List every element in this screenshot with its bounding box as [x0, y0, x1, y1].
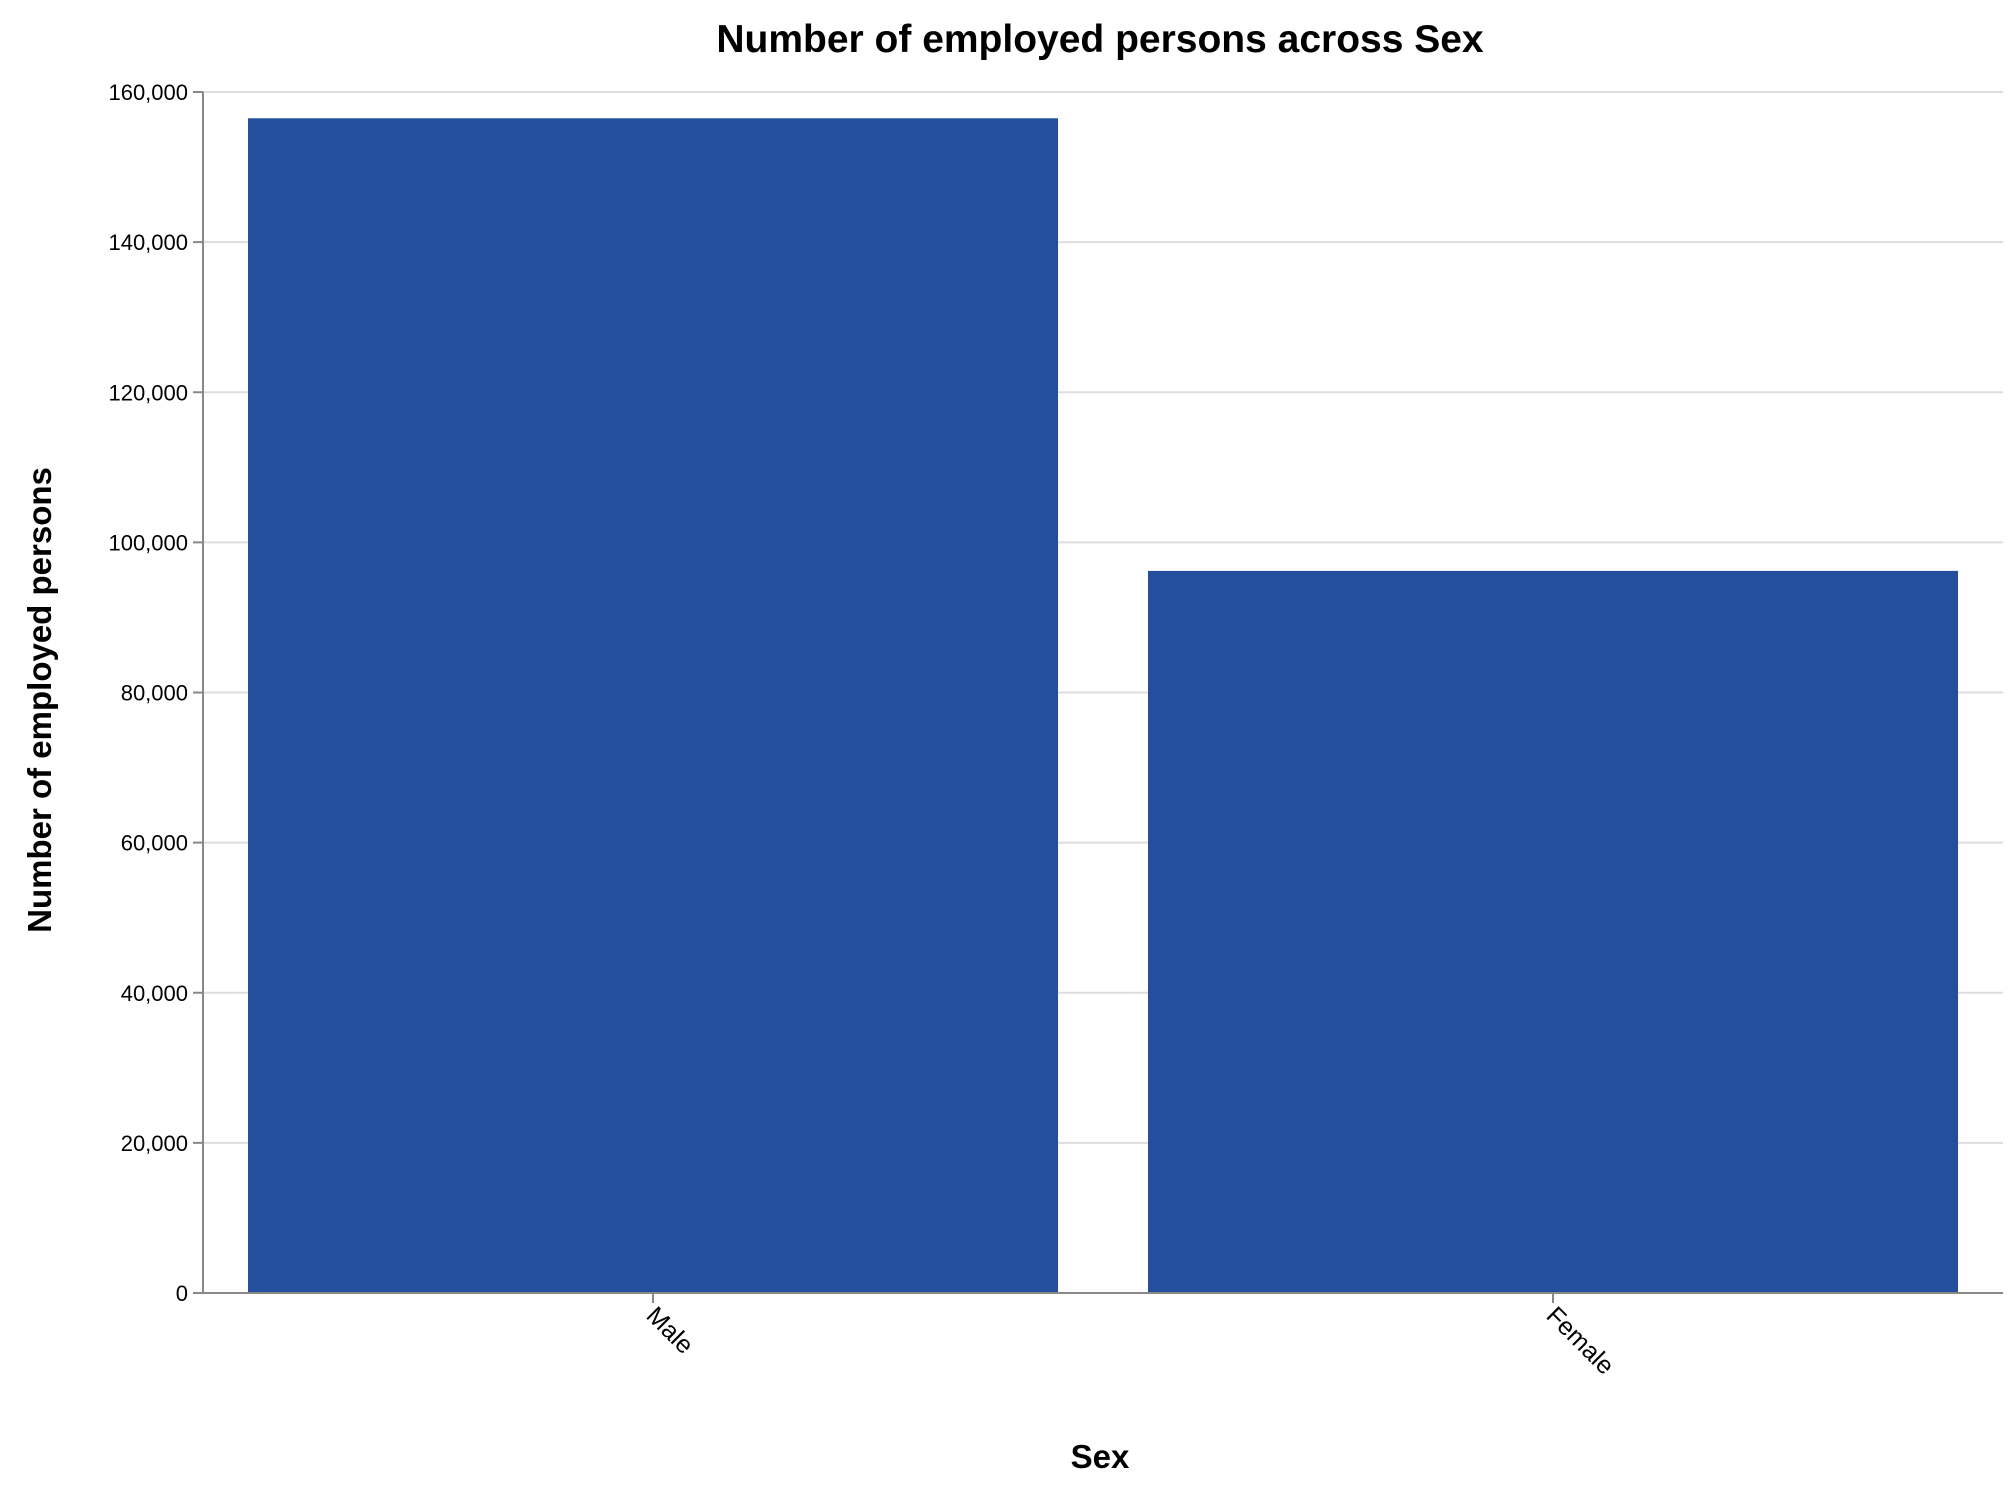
chart-title: Number of employed persons across Sex: [716, 18, 1484, 61]
y-tick-label: 20,000: [121, 1131, 188, 1156]
y-tick-label: 40,000: [121, 981, 188, 1006]
y-tick-label: 140,000: [108, 230, 188, 255]
y-tick-label: 120,000: [108, 380, 188, 405]
y-tick-label: 60,000: [121, 831, 188, 856]
x-axis: Male Female: [203, 1292, 2003, 1380]
y-tick-label: 80,000: [121, 681, 188, 706]
bar-female: [1148, 570, 1958, 1293]
y-tick-label: 160,000: [108, 80, 188, 105]
y-tick-label: 0: [176, 1281, 188, 1306]
x-tick-label: Male: [641, 1301, 699, 1359]
x-tick-label: Female: [1541, 1301, 1620, 1380]
y-axis-title: Number of employed persons: [21, 467, 58, 933]
x-axis-title: Sex: [1071, 1438, 1130, 1475]
bar-male: [248, 118, 1058, 1294]
y-tick-label: 100,000: [108, 530, 188, 555]
bars: [248, 118, 1958, 1294]
y-axis: 0 20,000 40,000 60,000 80,000 100,000 120,000 1…: [108, 80, 204, 1306]
